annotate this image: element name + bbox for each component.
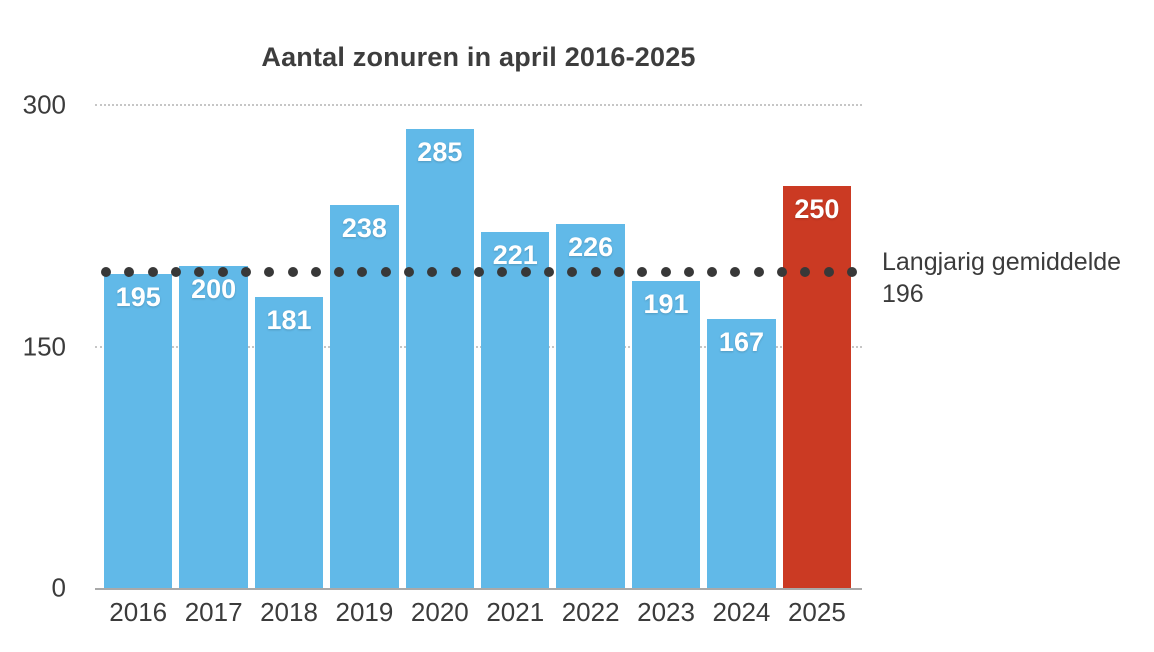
reference-line-value: 196 bbox=[882, 280, 924, 308]
x-axis-label-2022: 2022 bbox=[561, 597, 620, 627]
bar-2021: 221 bbox=[481, 232, 550, 588]
x-axis-label-2025: 2025 bbox=[787, 597, 846, 627]
bar-value-label-2024: 167 bbox=[718, 327, 764, 358]
x-axis-labels: 2016 2017 2018 2019 2020 2021 2022 2023 2024 2025 bbox=[104, 597, 851, 628]
gridline-150 bbox=[95, 345, 862, 348]
x-axis-label-2019: 2019 bbox=[335, 597, 394, 627]
bar-2024: 167 bbox=[707, 319, 776, 588]
y-axis-tick-0: 0 bbox=[51, 572, 66, 603]
x-axis-label-2017: 2017 bbox=[184, 597, 243, 627]
bar-2023: 191 bbox=[631, 280, 701, 588]
x-axis-line bbox=[95, 588, 862, 590]
plot-area: 195 200 181 238 285 221 226 191 167 250 bbox=[95, 104, 862, 590]
bar-2025: 250 bbox=[782, 185, 852, 588]
bar-value-label-2017: 200 bbox=[191, 274, 237, 304]
gridline-300 bbox=[95, 104, 862, 106]
y-axis-tick-150: 150 bbox=[22, 331, 66, 362]
x-axis-label-2020: 2020 bbox=[410, 597, 469, 627]
y-axis-tick-300: 300 bbox=[22, 89, 66, 120]
bars-row: 195 200 181 238 285 221 226 191 167 250 bbox=[104, 105, 852, 588]
bar-value-label-2018: 181 bbox=[266, 304, 312, 335]
bar-2018: 181 bbox=[254, 296, 324, 588]
bar-value-label-2023: 191 bbox=[643, 288, 689, 319]
x-axis-label-2016: 2016 bbox=[109, 597, 168, 627]
chart-title: Aantal zonuren in april 2016-2025 bbox=[261, 42, 696, 72]
bar-value-label-2022: 226 bbox=[568, 232, 614, 263]
x-axis-label-2018: 2018 bbox=[260, 597, 318, 627]
bar-2022: 226 bbox=[556, 224, 625, 588]
x-axis-label-2024: 2024 bbox=[712, 597, 771, 627]
bar-value-label-2019: 238 bbox=[341, 212, 387, 243]
reference-line-label: Langjarig gemiddelde 196 bbox=[882, 246, 1121, 310]
bar-value-label-2020: 285 bbox=[417, 137, 463, 168]
bar-value-label-2021: 221 bbox=[492, 240, 538, 271]
x-axis-label-2021: 2021 bbox=[486, 597, 545, 627]
bar-2020: 285 bbox=[405, 129, 475, 588]
bar-value-label-2025: 250 bbox=[794, 193, 840, 224]
bar-value-label-2016: 195 bbox=[115, 282, 161, 313]
reference-line-label-text: Langjarig gemiddelde bbox=[882, 248, 1122, 276]
bar-2019: 238 bbox=[330, 204, 399, 588]
bar-2016: 195 bbox=[104, 274, 173, 588]
x-axis-label-2023: 2023 bbox=[637, 597, 695, 627]
bar-2017: 200 bbox=[179, 266, 248, 588]
